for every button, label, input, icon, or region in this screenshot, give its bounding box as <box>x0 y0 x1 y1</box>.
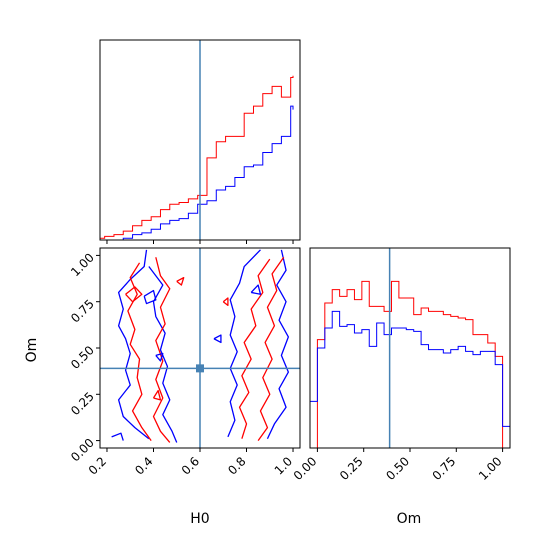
contour-blue-line <box>213 334 222 344</box>
x-tick-label: 0.6 <box>179 454 202 477</box>
x-tick-label: 0.75 <box>430 454 459 483</box>
contour-red-line <box>125 286 143 303</box>
contour-red-line <box>152 257 171 443</box>
hist-H0-panel <box>99 39 301 244</box>
contour-red-line <box>127 262 152 441</box>
x-tick-label: 0.8 <box>225 454 248 477</box>
axes-frame <box>309 247 511 449</box>
x-tick-label: 0.50 <box>383 454 412 483</box>
x-axis-label-H0: H0 <box>190 511 209 527</box>
y-axis-label-Om: Om <box>24 338 40 363</box>
contour-blue-line <box>117 249 150 440</box>
y-tick-label: 0.25 <box>68 389 97 418</box>
truth-marker <box>196 364 204 373</box>
y-tick-label: 1.00 <box>68 250 97 279</box>
contour-red-line <box>238 258 271 439</box>
histogram-red-series <box>100 75 294 239</box>
contour-red-line <box>257 256 285 441</box>
contour-blue-line <box>250 284 262 295</box>
histogram-red-series <box>310 280 510 448</box>
contour-blue-line <box>111 432 124 441</box>
contour-blue-line <box>155 352 164 362</box>
y-tick-label: 0.75 <box>68 297 97 326</box>
contour-blue-line <box>266 249 290 440</box>
histogram-blue-series <box>310 310 510 448</box>
contour-blue-line <box>227 249 261 438</box>
contour-red-line <box>176 276 185 286</box>
contour-H0-Om-panel: 0.2 0.4 0.6 0.8 1.00.000.250.500.751.00 <box>68 247 301 478</box>
contour-red-line <box>222 297 229 307</box>
y-tick-label: 0.50 <box>68 343 97 372</box>
contour-red-line <box>152 389 162 401</box>
histogram-blue-series <box>100 105 294 240</box>
x-axis-label-Om: Om <box>397 511 422 527</box>
hist-Om-panel: 0.00 0.25 0.50 0.75 1.00 <box>291 247 511 483</box>
contour-blue-line <box>143 289 157 305</box>
x-tick-label: 1.00 <box>476 454 505 483</box>
x-tick-label: 0.4 <box>132 454 155 477</box>
x-tick-label: 0.25 <box>337 454 366 483</box>
x-tick-label: 0.00 <box>291 454 320 483</box>
x-tick-label: 0.2 <box>86 454 109 477</box>
